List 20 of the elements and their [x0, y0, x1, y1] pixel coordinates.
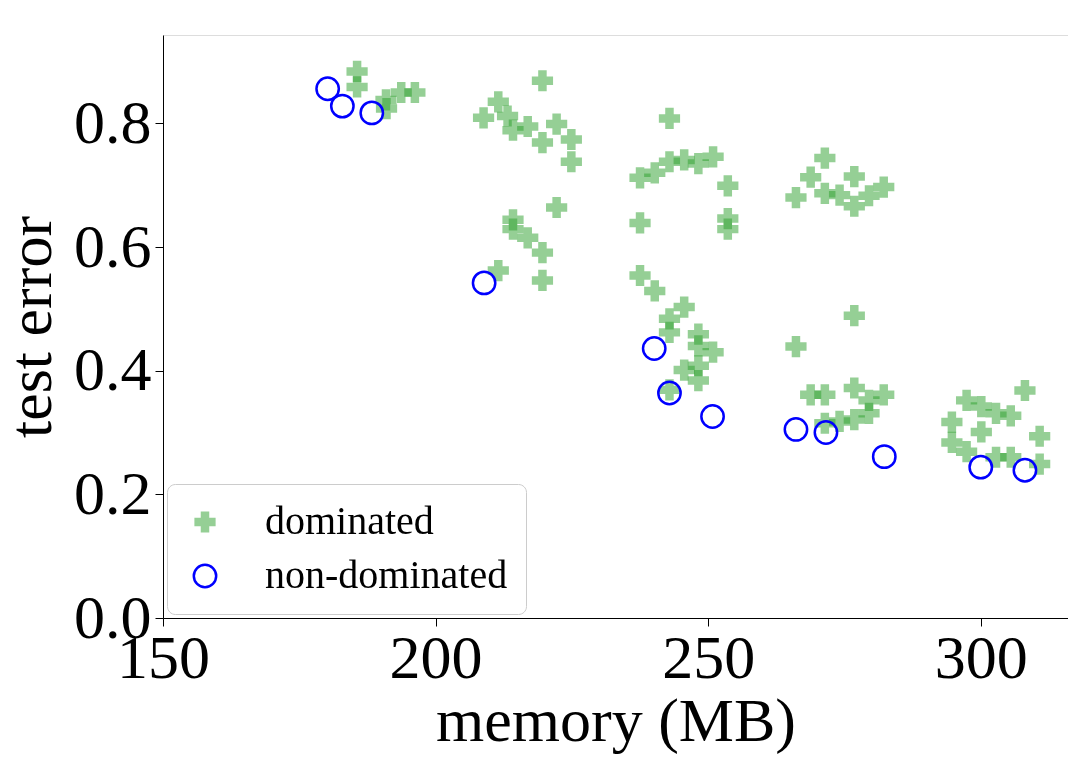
y-tick-label: 0.4 [74, 335, 152, 404]
point [968, 454, 994, 480]
point [1012, 457, 1038, 483]
y-tick-label: 0.8 [74, 87, 152, 156]
point [471, 270, 497, 296]
legend-label: dominated [265, 498, 434, 543]
point [641, 336, 667, 361]
y-tick-label: 0.6 [74, 211, 152, 280]
point [329, 93, 355, 119]
point [700, 404, 725, 429]
point [657, 380, 682, 406]
y-axis-title: test error [0, 215, 64, 439]
legend-label: non-dominated [265, 552, 508, 597]
y-tick-label: 0.2 [74, 458, 152, 527]
point [783, 417, 809, 442]
x-tick-label: 300 [934, 622, 1028, 691]
point [871, 444, 897, 470]
point [359, 100, 385, 126]
point [315, 76, 341, 102]
point [813, 420, 839, 445]
